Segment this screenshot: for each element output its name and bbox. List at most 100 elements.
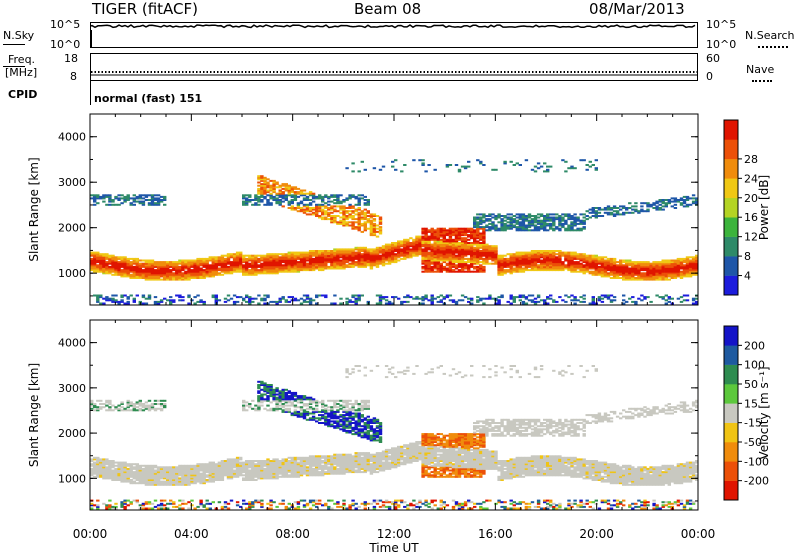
heatmap-cell	[384, 250, 389, 252]
heatmap-cell	[196, 264, 200, 267]
heatmap-cell	[421, 235, 425, 238]
heatmap-cell	[442, 269, 446, 272]
heatmap-cell	[208, 480, 212, 483]
heatmap-cell	[512, 219, 516, 222]
heatmap-cell	[129, 261, 133, 264]
heatmap-cell	[254, 264, 258, 267]
heatmap-cell	[546, 261, 550, 264]
heatmap-cell	[463, 251, 468, 254]
heatmap-cell	[220, 270, 225, 273]
heatmap-cell	[378, 256, 383, 259]
heatmap-cell	[321, 216, 325, 219]
heatmap-cell	[606, 272, 611, 275]
heatmap-cell	[290, 253, 294, 256]
heatmap-cell	[558, 257, 562, 260]
heatmap-cell	[476, 267, 480, 270]
heatmap-cell	[400, 300, 404, 303]
heatmap-cell	[202, 265, 206, 268]
heatmap-cell	[339, 265, 343, 268]
heatmap-cell	[311, 257, 316, 260]
heatmap-cell	[120, 467, 124, 470]
heatmap-cell	[463, 232, 468, 235]
heatmap-cell	[202, 466, 206, 469]
heatmap-cell	[93, 251, 97, 254]
heatmap-cell	[147, 261, 152, 264]
heatmap-cell	[342, 253, 346, 256]
heatmap-cell	[330, 208, 334, 211]
heatmap-cell	[202, 273, 206, 276]
heatmap-cell	[153, 202, 158, 205]
heatmap-cell	[357, 221, 361, 224]
heatmap-cell	[661, 277, 665, 279]
heatmap-cell	[442, 248, 446, 251]
heatmap-cell	[226, 299, 231, 302]
heatmap-cell	[518, 224, 522, 227]
heatmap-cell	[132, 475, 136, 478]
heatmap-cell	[90, 267, 94, 270]
heatmap-cell	[257, 261, 261, 264]
heatmap-cell	[138, 403, 142, 405]
heatmap-cell	[178, 270, 182, 273]
heatmap-cell	[311, 264, 316, 267]
heatmap-cell	[488, 296, 492, 299]
heatmap-cell	[622, 259, 626, 262]
heatmap-cell	[594, 267, 598, 270]
heatmap-cell	[503, 257, 507, 260]
heatmap-cell	[612, 265, 617, 268]
heatmap-cell	[114, 474, 118, 477]
heatmap-cell	[117, 409, 121, 412]
heatmap-cell	[409, 243, 413, 246]
heatmap-cell	[591, 267, 595, 270]
heatmap-cell	[473, 265, 477, 268]
heatmap-cell	[609, 294, 614, 297]
heatmap-cell	[558, 254, 562, 257]
heatmap-cell	[536, 257, 541, 260]
heatmap-cell	[555, 269, 559, 272]
heatmap-cell	[476, 253, 480, 256]
heatmap-cell	[187, 302, 191, 305]
heatmap-cell	[570, 264, 574, 267]
heatmap-cell	[546, 218, 550, 221]
heatmap-cell	[676, 257, 681, 260]
heatmap-cell	[515, 267, 519, 270]
heatmap-cell	[615, 264, 620, 267]
heatmap-cell	[476, 218, 480, 221]
heatmap-cell	[105, 265, 109, 268]
heatmap-cell	[123, 267, 127, 270]
heatmap-cell	[217, 477, 222, 480]
heatmap-cell	[245, 262, 249, 265]
heatmap-cell	[211, 474, 215, 477]
heatmap-cell	[260, 256, 264, 259]
heatmap-cell	[479, 254, 483, 257]
heatmap-cell	[473, 237, 477, 240]
heatmap-cell	[321, 195, 325, 198]
heatmap-cell	[418, 302, 422, 305]
heatmap-cell	[111, 199, 115, 201]
heatmap-cell	[181, 275, 185, 278]
heatmap-cell	[685, 256, 690, 259]
heatmap-cell	[491, 224, 495, 227]
nsky-label: N.Sky	[3, 29, 35, 42]
heatmap-cell	[156, 269, 161, 272]
heatmap-cell	[102, 460, 106, 462]
heatmap-cell	[141, 277, 146, 279]
heatmap-cell	[454, 238, 459, 241]
heatmap-cell	[126, 467, 130, 470]
heatmap-cell	[187, 278, 191, 281]
heatmap-cell	[527, 226, 532, 229]
heatmap-cell	[646, 267, 650, 270]
heatmap-cell	[184, 474, 188, 477]
heatmap-cell	[144, 199, 149, 201]
heatmap-cell	[211, 270, 215, 273]
heatmap-cell	[248, 272, 252, 275]
date-title: 08/Mar/2013	[589, 0, 685, 18]
heatmap-cell	[321, 257, 325, 260]
heatmap-cell	[527, 254, 532, 257]
heatmap-cell	[381, 253, 386, 256]
heatmap-cell	[457, 270, 462, 273]
heatmap-cell	[567, 257, 571, 260]
heatmap-cell	[129, 482, 133, 485]
heatmap-cell	[436, 248, 440, 251]
heatmap-cell	[400, 253, 404, 256]
heatmap-cell	[150, 404, 155, 407]
